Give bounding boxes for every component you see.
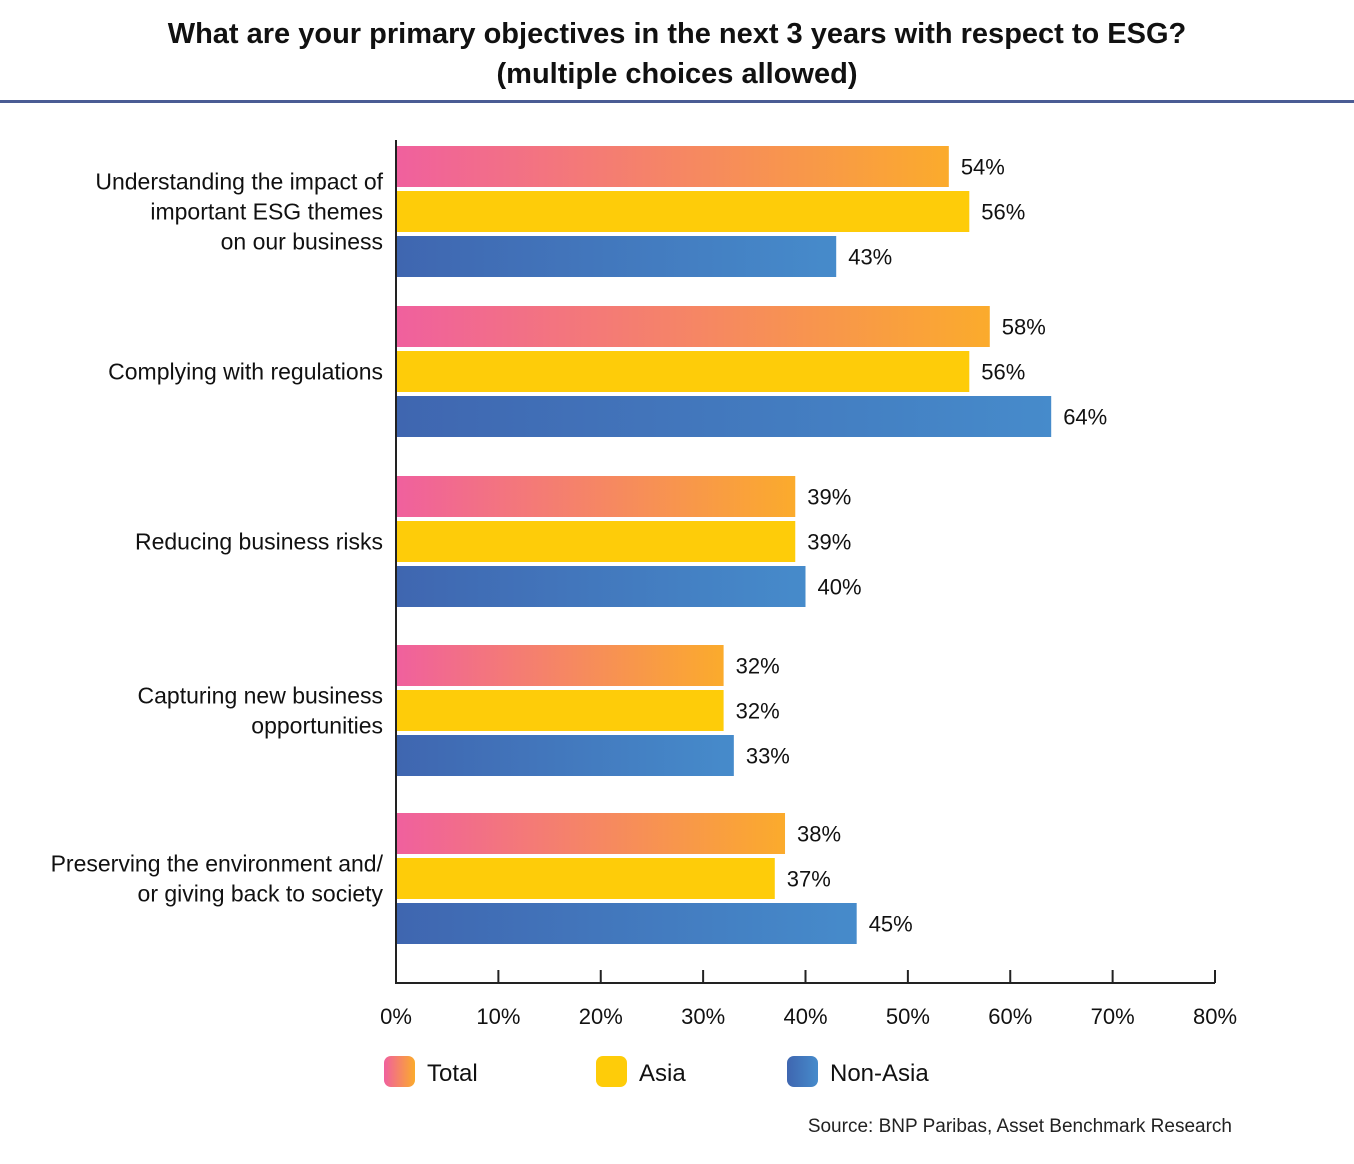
bar-asia bbox=[396, 191, 970, 232]
category-label: Capturing new business bbox=[138, 683, 383, 709]
data-label: 64% bbox=[1063, 405, 1107, 430]
data-label: 39% bbox=[807, 530, 851, 555]
bar-non-asia bbox=[396, 236, 837, 277]
bar-total bbox=[396, 146, 949, 187]
category-label: Understanding the impact of bbox=[95, 169, 383, 195]
legend-label: Asia bbox=[639, 1060, 686, 1087]
x-tick-label: 60% bbox=[988, 1004, 1032, 1029]
legend-swatch-non-asia bbox=[787, 1056, 818, 1087]
data-label: 39% bbox=[807, 485, 851, 510]
legend-label: Total bbox=[427, 1060, 478, 1087]
bar-non-asia bbox=[396, 735, 734, 776]
bar-asia bbox=[396, 521, 796, 562]
bar-total bbox=[396, 306, 990, 347]
data-label: 56% bbox=[981, 200, 1025, 225]
category-label: Preserving the environment and/ bbox=[51, 851, 384, 877]
source-note: Source: BNP Paribas, Asset Benchmark Res… bbox=[807, 1116, 1232, 1137]
title-divider bbox=[0, 100, 1354, 103]
data-label: 33% bbox=[746, 744, 790, 769]
category-label: opportunities bbox=[251, 713, 383, 739]
category-label: or giving back to society bbox=[138, 881, 384, 907]
x-tick-label: 20% bbox=[579, 1004, 623, 1029]
data-label: 38% bbox=[797, 822, 841, 847]
category-label: important ESG themes bbox=[150, 199, 383, 225]
data-label: 37% bbox=[787, 867, 831, 892]
legend-swatch-total bbox=[384, 1056, 415, 1087]
x-tick-label: 80% bbox=[1193, 1004, 1237, 1029]
legend-label: Non-Asia bbox=[830, 1060, 929, 1087]
x-tick-label: 70% bbox=[1091, 1004, 1135, 1029]
bar-asia bbox=[396, 690, 724, 731]
data-label: 45% bbox=[869, 912, 913, 937]
bar-total bbox=[396, 645, 724, 686]
bar-total bbox=[396, 813, 786, 854]
x-tick-label: 10% bbox=[476, 1004, 520, 1029]
title-line: What are your primary objectives in the … bbox=[167, 18, 1187, 50]
bar-non-asia bbox=[396, 566, 806, 607]
bar-non-asia bbox=[396, 903, 857, 944]
x-tick-label: 40% bbox=[783, 1004, 827, 1029]
data-label: 56% bbox=[981, 360, 1025, 385]
bar-non-asia bbox=[396, 396, 1052, 437]
data-label: 43% bbox=[848, 245, 892, 270]
x-tick-label: 30% bbox=[681, 1004, 725, 1029]
category-label: Complying with regulations bbox=[108, 359, 383, 385]
data-label: 54% bbox=[961, 155, 1005, 180]
data-label: 32% bbox=[736, 654, 780, 679]
x-tick-label: 50% bbox=[886, 1004, 930, 1029]
legend-swatch-asia bbox=[596, 1056, 627, 1087]
bar-asia bbox=[396, 351, 970, 392]
chart-title: What are your primary objectives in the … bbox=[0, 14, 1354, 94]
data-label: 40% bbox=[818, 575, 862, 600]
bar-total bbox=[396, 476, 796, 517]
bar-asia bbox=[396, 858, 775, 899]
category-label: Reducing business risks bbox=[135, 529, 383, 555]
category-label: on our business bbox=[221, 229, 383, 255]
data-label: 58% bbox=[1002, 315, 1046, 340]
subtitle-line: (multiple choices allowed) bbox=[496, 58, 858, 90]
x-tick-label: 0% bbox=[380, 1004, 412, 1029]
data-label: 32% bbox=[736, 699, 780, 724]
